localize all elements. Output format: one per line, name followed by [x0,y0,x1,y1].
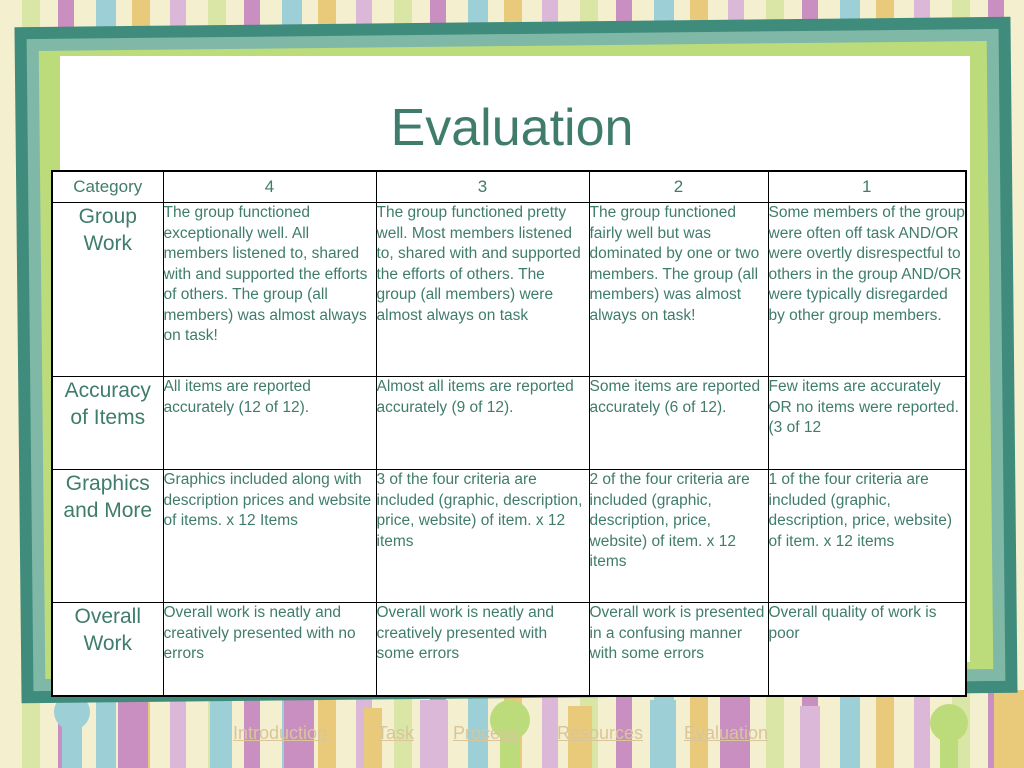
bottom-navigation: Introduction Task Process Resources Eval… [0,723,1024,749]
table-cell: Few items are accurately OR no items wer… [767,376,967,471]
table-cell: Some items are reported accurately (6 of… [588,376,769,471]
table-cell: 2 of the four criteria are included (gra… [588,469,769,604]
header-score-2: 2 [588,170,769,203]
table-header-row: Category 4 3 2 1 [51,170,967,203]
table-cell: Almost all items are reported accurately… [375,376,590,471]
table-row: Group Work The group functioned exceptio… [51,201,967,378]
evaluation-rubric-table: Category 4 3 2 1 Group Work The group fu… [51,170,967,697]
table-cell: Overall work is neatly and creatively pr… [162,602,377,697]
header-category: Category [51,170,164,203]
table-cell: Overall quality of work is poor [767,602,967,697]
table-row: Overall Work Overall work is neatly and … [51,602,967,697]
table-cell: Overall work is neatly and creatively pr… [375,602,590,697]
table-cell: 1 of the four criteria are included (gra… [767,469,967,604]
nav-link-process[interactable]: Process [453,723,519,743]
table-cell: The group functioned fairly well but was… [588,201,769,378]
table-cell: The group functioned exceptionally well.… [162,201,377,378]
nav-link-task[interactable]: Task [377,723,415,743]
table-row: Graphics and More Graphics included alon… [51,469,967,604]
table-cell: Overall work is presented in a confusing… [588,602,769,697]
table-cell: The group functioned pretty well. Most m… [375,201,590,378]
row-category-accuracy: Accuracy of Items [51,376,164,471]
table-row: Accuracy of Items All items are reported… [51,376,967,471]
table-cell: Some members of the group were often off… [767,201,967,378]
nav-link-resources[interactable]: Resources [557,723,644,743]
header-score-1: 1 [767,170,967,203]
nav-link-introduction[interactable]: Introduction [233,723,328,743]
row-category-group-work: Group Work [51,201,164,378]
header-score-4: 4 [162,170,377,203]
header-score-3: 3 [375,170,590,203]
slide-title: Evaluation [390,99,634,157]
table-cell: Graphics included along with description… [162,469,377,604]
row-category-graphics: Graphics and More [51,469,164,604]
row-category-overall-work: Overall Work [51,602,164,697]
nav-link-evaluation[interactable]: Evaluation [684,723,769,743]
table-cell: All items are reported accurately (12 of… [162,376,377,471]
table-cell: 3 of the four criteria are included (gra… [375,469,590,604]
